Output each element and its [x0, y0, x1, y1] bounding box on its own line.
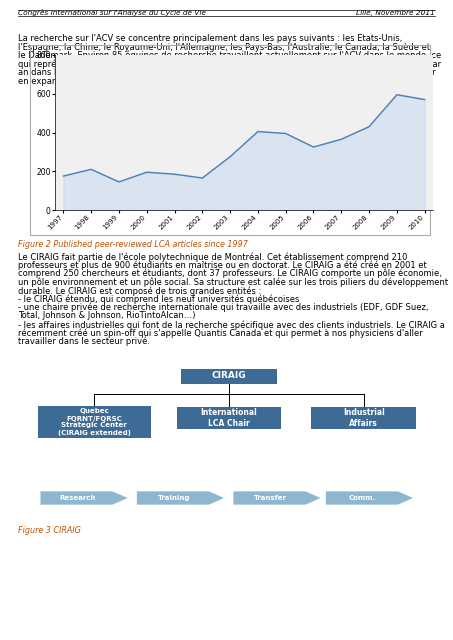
Text: le Danemark. Environ 85 équipes de recherche travaillent actuellement sur l'ACV : le Danemark. Environ 85 équipes de reche…	[18, 51, 441, 61]
Text: durable. Le CIRAIG est composé de trois grandes entités :: durable. Le CIRAIG est composé de trois …	[18, 286, 261, 296]
Text: International
LCA Chair: International LCA Chair	[201, 408, 257, 428]
Text: Comm.: Comm.	[349, 495, 376, 501]
FancyBboxPatch shape	[181, 369, 277, 383]
Text: - une chaire privée de recherche internationale qui travaille avec des industrie: - une chaire privée de recherche interna…	[18, 303, 429, 312]
Text: - le CIRAIG étendu, qui comprend les neuf universités québécoises: - le CIRAIG étendu, qui comprend les neu…	[18, 294, 299, 304]
Text: Research: Research	[59, 495, 96, 501]
Text: Quebec
FQRNT/FQRSC
Strategic Center
(CIRAIG extended): Quebec FQRNT/FQRSC Strategic Center (CIR…	[58, 408, 131, 435]
Text: Lille, Novembre 2011: Lille, Novembre 2011	[356, 10, 435, 16]
Text: Transfer: Transfer	[254, 495, 287, 501]
Text: un pôle environnement et un pôle social. Sa structure est calée sur les trois pi: un pôle environnement et un pôle social.…	[18, 278, 448, 287]
Text: professeurs et plus de 900 étudiants en maîtrise ou en doctorat. Le CIRAIG a été: professeurs et plus de 900 étudiants en …	[18, 260, 427, 270]
Text: Total, Johnson & Johnson, RioTintoAlcan…): Total, Johnson & Johnson, RioTintoAlcan……	[18, 312, 196, 321]
Text: récemment créé un spin-off qui s'appelle Quantis Canada et qui permet à nos phys: récemment créé un spin-off qui s'appelle…	[18, 328, 423, 338]
Text: Industrial
Affairs: Industrial Affairs	[343, 408, 385, 428]
Text: - les affaires industrielles qui font de la recherche spécifique avec des client: - les affaires industrielles qui font de…	[18, 320, 445, 330]
Polygon shape	[233, 491, 322, 505]
Text: Figure 2 Published peer-reviewed LCA articles since 1997: Figure 2 Published peer-reviewed LCA art…	[18, 240, 248, 249]
Text: Training: Training	[158, 495, 190, 501]
FancyBboxPatch shape	[177, 407, 281, 429]
Polygon shape	[40, 491, 129, 505]
Polygon shape	[325, 491, 414, 505]
FancyBboxPatch shape	[38, 406, 150, 438]
Text: l'Espagne, la Chine, le Royaume-Uni, l'Allemagne, les Pays-Bas, l'Australie, le : l'Espagne, la Chine, le Royaume-Uni, l'A…	[18, 42, 430, 52]
Text: comprend 250 chercheurs et étudiants, dont 37 professeurs. Le CIRAIG comporte un: comprend 250 chercheurs et étudiants, do…	[18, 269, 442, 278]
Text: travailler dans le secteur privé.: travailler dans le secteur privé.	[18, 337, 150, 346]
Text: Congrès International sur l'Analyse du Cycle de Vie: Congrès International sur l'Analyse du C…	[18, 10, 206, 17]
Text: en expansion.: en expansion.	[18, 77, 77, 86]
Text: La recherche sur l'ACV se concentre principalement dans les pays suivants : les : La recherche sur l'ACV se concentre prin…	[18, 34, 402, 43]
Text: qui représente entre 500 et 600 personnes. Par ailleurs, l'on dénombre environ 1: qui représente entre 500 et 600 personne…	[18, 60, 441, 69]
Text: Figure 3 CIRAIG: Figure 3 CIRAIG	[18, 526, 81, 535]
FancyBboxPatch shape	[311, 407, 416, 429]
Text: CIRAIG: CIRAIG	[212, 371, 246, 381]
Text: an dans le domaine de l'ACV. Ces chiffres sont relativement faibles, bien qu'il : an dans le domaine de l'ACV. Ces chiffre…	[18, 68, 436, 77]
Bar	[30, 45, 430, 235]
Polygon shape	[136, 491, 225, 505]
Text: Le CIRAIG fait partie de l'école polytechnique de Montréal. Cet établissement co: Le CIRAIG fait partie de l'école polytec…	[18, 252, 407, 262]
